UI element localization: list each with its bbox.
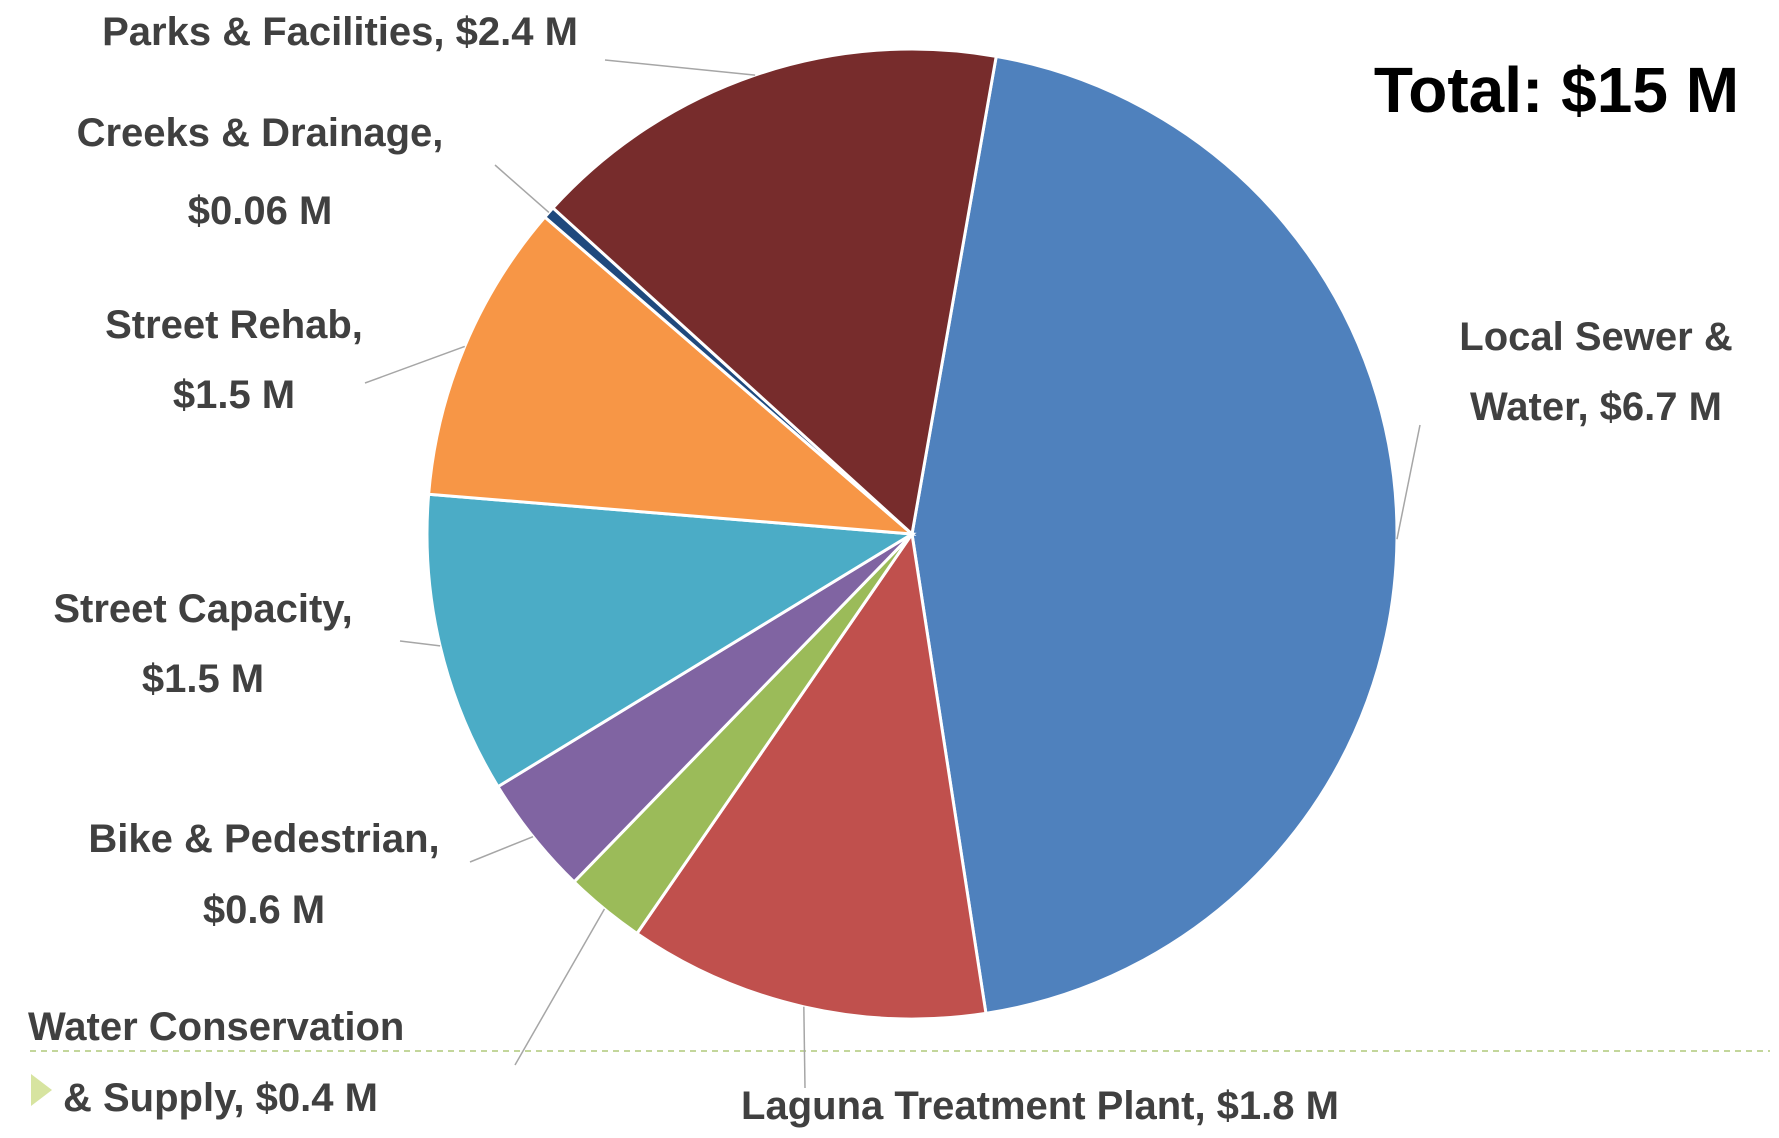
slice-label-line: Bike & Pedestrian,	[88, 817, 439, 861]
leader-line	[604, 59, 756, 76]
slice-label-line: $0.6 M	[203, 888, 325, 932]
pie-slice	[427, 214, 917, 536]
slice-label-line: Street Capacity,	[53, 587, 352, 631]
slice-label: Local Sewer & Water, $6.7 M	[1459, 315, 1732, 429]
leader-line	[494, 164, 550, 214]
slide-bullet	[31, 1074, 52, 1106]
leader-line	[364, 345, 466, 384]
slice-label-line: $1.5 M	[173, 373, 295, 417]
leader-line	[803, 1006, 806, 1089]
slice-label: Water Conservation & Supply, $0.4 M	[28, 1005, 404, 1120]
slice-label-line: Street Rehab,	[105, 303, 363, 347]
slice-label-line: Laguna Treatment Plant, $1.8 M	[741, 1084, 1339, 1128]
pie-slice	[550, 47, 998, 537]
leader-line	[399, 640, 441, 647]
leader-line	[469, 835, 534, 863]
slice-label-line: $1.5 M	[142, 657, 264, 701]
leader-line	[514, 908, 606, 1066]
pie-slice	[425, 492, 917, 789]
slice-label-line: $0.06 M	[188, 189, 333, 233]
pie-slice	[910, 54, 1399, 1016]
slice-label-line: & Supply, $0.4 M	[63, 1076, 378, 1120]
total-annotation: Total: $15 M	[1374, 54, 1739, 126]
slice-label-line: Local Sewer &	[1459, 315, 1732, 359]
leader-line	[1396, 424, 1421, 540]
slice-label: Street Capacity, $1.5 M	[53, 587, 352, 701]
slice-label: Creeks & Drainage, $0.06 M	[77, 111, 444, 233]
slice-label-line: Parks & Facilities, $2.4 M	[102, 10, 578, 54]
slice-label: Street Rehab, $1.5 M	[105, 303, 363, 417]
slice-label-line: Water Conservation	[28, 1005, 404, 1049]
slice-label-line: Water, $6.7 M	[1470, 385, 1722, 429]
slice-label: Bike & Pedestrian, $0.6 M	[88, 817, 439, 932]
slice-label: Parks & Facilities, $2.4 M	[102, 10, 578, 54]
slice-label-line: Creeks & Drainage,	[77, 111, 444, 155]
slice-label: Laguna Treatment Plant, $1.8 M	[741, 1084, 1339, 1128]
